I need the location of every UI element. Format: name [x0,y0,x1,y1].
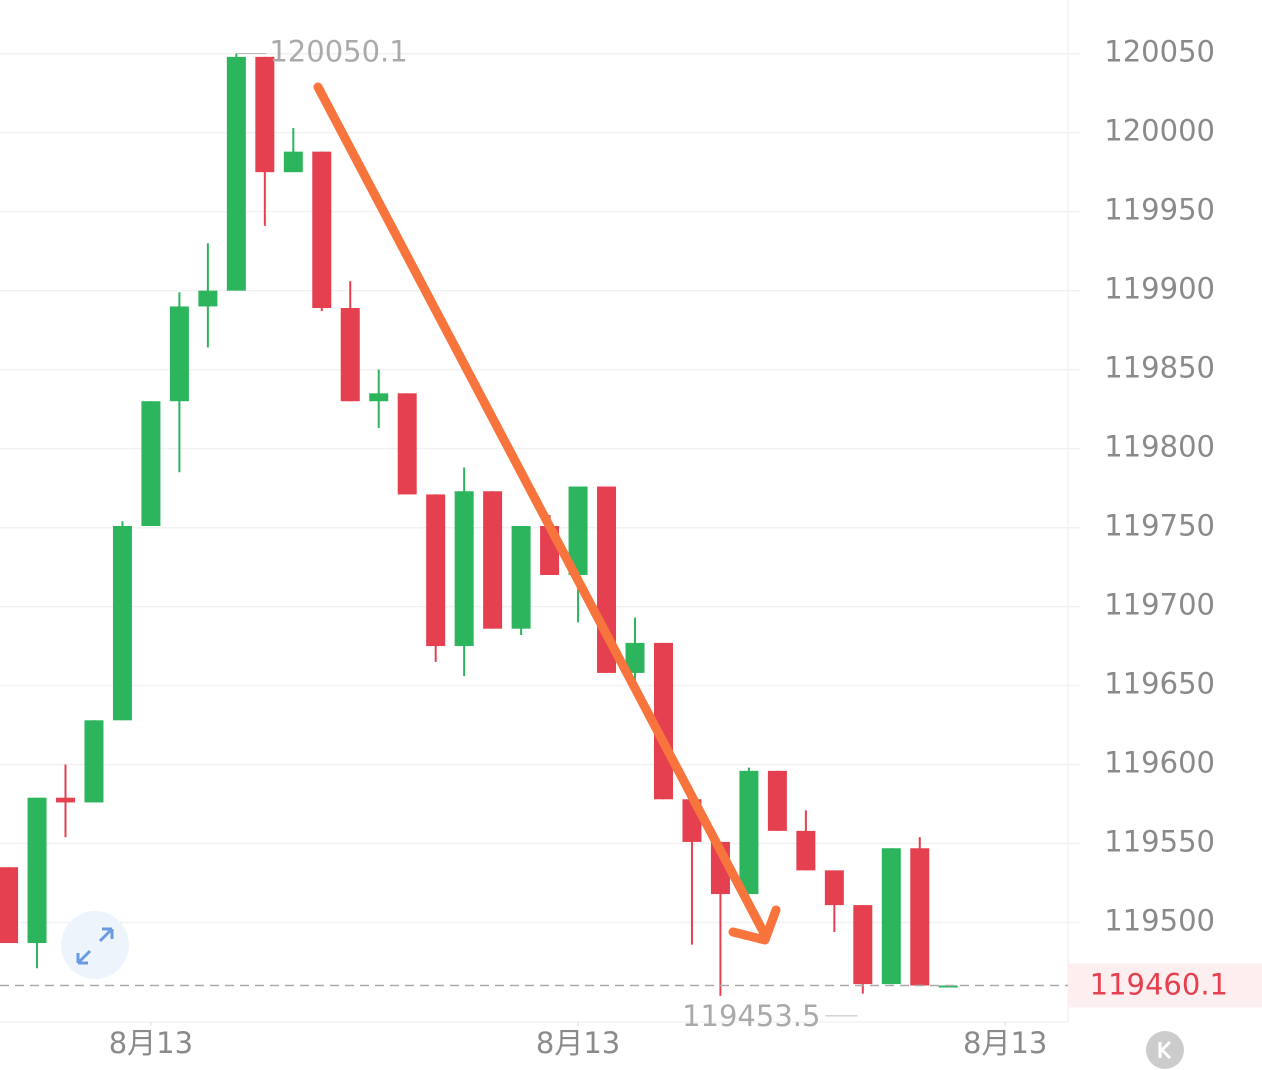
high-annotation: 120050.1 [269,35,407,69]
y-tick-label: 119650 [1104,667,1215,701]
y-tick-label: 119800 [1104,430,1215,464]
candle-body [84,720,104,803]
candle-body [283,151,303,173]
candle-body [910,848,930,986]
candle-body [426,494,446,647]
candle-body [568,486,588,575]
candle-body [27,797,47,944]
candle-body [625,642,645,673]
candle-body [454,491,474,647]
x-tick-label: 8月13 [536,1026,620,1060]
candle-body [141,401,161,527]
y-tick-label: 119600 [1104,746,1215,780]
candle-body [0,867,19,944]
candle-body [824,870,844,906]
candle-body [938,985,958,988]
candle-body [55,797,75,803]
y-tick-label: 119750 [1104,509,1215,543]
y-tick-label: 119850 [1104,351,1215,385]
candle-body [112,526,132,721]
candle-body [881,848,901,985]
candle-body [226,56,246,291]
k-button[interactable] [1146,1031,1184,1069]
last-price-box [1068,963,1262,1008]
price-axis-panel [1068,0,1262,1070]
candle-body [796,830,816,871]
last-price-label: 119460.1 [1090,968,1228,1002]
y-tick-label: 119550 [1104,825,1215,859]
x-tick-label: 8月13 [109,1026,193,1060]
candle-body [483,491,503,629]
plot: 120050.1 119453.5 [0,35,1080,1033]
candle-body [340,308,360,402]
candle-body [169,306,189,402]
candle-body [312,151,332,309]
candle-body [767,770,787,831]
trend-arrow [313,82,781,945]
candle-body [511,526,531,629]
y-tick-label: 119900 [1104,272,1215,306]
y-tick-label: 119700 [1104,588,1215,622]
candle-body [397,393,417,495]
y-tick-label: 120000 [1104,114,1215,148]
candle-body [739,770,759,895]
low-annotation: 119453.5 [682,999,820,1033]
candle-body [198,290,218,307]
y-tick-label: 119500 [1104,903,1215,937]
candle-body [853,905,873,985]
candle-body [369,393,389,402]
candle-body [255,56,275,173]
expand-button[interactable] [61,911,129,979]
x-tick-label: 8月13 [963,1026,1047,1060]
y-tick-label: 119950 [1104,193,1215,227]
y-tick-label: 120050 [1104,35,1215,69]
